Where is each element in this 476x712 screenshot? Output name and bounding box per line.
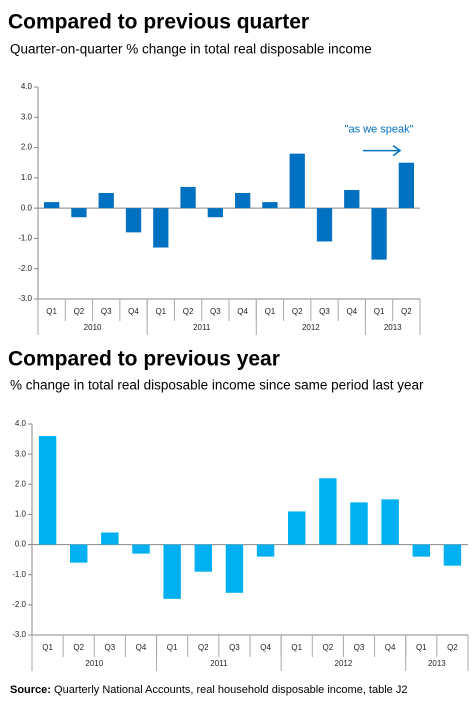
x-tick-label: Q4	[136, 643, 147, 652]
x-tick-label: Q4	[128, 307, 139, 316]
x-tick-label: Q3	[105, 643, 116, 652]
y-tick-label: -3.0	[18, 294, 32, 303]
bar	[69, 544, 88, 563]
bar	[319, 478, 337, 545]
bar	[153, 208, 169, 248]
annotation-arrowhead	[392, 144, 402, 157]
bar	[207, 208, 223, 218]
y-tick-label: 4.0	[21, 82, 33, 91]
bar	[344, 189, 360, 209]
y-tick-label: 0.0	[15, 540, 27, 549]
y-tick-label: 3.0	[15, 449, 27, 458]
x-tick-label: Q3	[101, 307, 112, 316]
bar	[163, 544, 181, 599]
x-tick-label: Q2	[73, 643, 84, 652]
group-label: 2010	[84, 323, 102, 332]
y-tick-label: -2.0	[12, 600, 26, 609]
bar	[71, 208, 87, 218]
bar	[316, 208, 333, 242]
y-tick-label: 2.0	[21, 143, 33, 152]
group-label: 2012	[302, 323, 320, 332]
annotation: "as we speak"	[345, 123, 414, 135]
bar	[180, 186, 196, 209]
x-tick-label: Q1	[265, 307, 276, 316]
group-label: 2011	[193, 323, 211, 332]
bar	[132, 544, 150, 554]
y-tick-label: 0.0	[21, 203, 33, 212]
bar	[125, 208, 142, 233]
bar	[235, 193, 251, 209]
x-tick-label: Q4	[237, 307, 248, 316]
bar	[443, 544, 462, 566]
bar	[38, 436, 57, 545]
chart-subtitle: % change in total real disposable income…	[10, 378, 424, 393]
x-tick-label: Q2	[401, 307, 412, 316]
bar	[262, 202, 278, 209]
x-tick-label: Q4	[260, 643, 271, 652]
chart-subtitle: Quarter-on-quarter % change in total rea…	[10, 42, 372, 57]
bar	[98, 193, 114, 209]
bar	[256, 544, 275, 557]
chart-title: Compared to previous quarter	[8, 11, 309, 34]
group-label: 2013	[384, 323, 402, 332]
x-tick-label: Q3	[229, 643, 240, 652]
y-tick-label: -1.0	[12, 570, 26, 579]
x-tick-label: Q4	[346, 307, 357, 316]
x-tick-label: Q1	[416, 643, 427, 652]
y-tick-label: 1.0	[21, 173, 33, 182]
bar	[371, 208, 387, 260]
source: Source: Quarterly National Accounts, rea…	[10, 684, 407, 696]
x-tick-label: Q2	[74, 307, 85, 316]
x-tick-label: Q2	[183, 307, 194, 316]
y-tick-label: -3.0	[12, 630, 26, 639]
x-tick-label: Q3	[210, 307, 221, 316]
group-label: 2011	[210, 659, 228, 668]
bar	[44, 202, 60, 209]
y-tick-label: 1.0	[15, 510, 27, 519]
x-tick-label: Q4	[385, 643, 396, 652]
bar	[412, 544, 431, 557]
x-tick-label: Q1	[167, 643, 178, 652]
bar	[194, 544, 213, 572]
x-tick-label: Q2	[292, 307, 303, 316]
y-tick-label: -1.0	[18, 234, 32, 243]
bar	[398, 162, 414, 209]
x-tick-label: Q1	[155, 307, 166, 316]
bar	[287, 511, 306, 545]
source-label: Source:	[10, 684, 51, 696]
y-tick-label: 2.0	[15, 479, 27, 488]
x-tick-label: Q2	[323, 643, 334, 652]
y-tick-label: 4.0	[15, 419, 27, 428]
x-tick-label: Q2	[198, 643, 209, 652]
bar	[289, 153, 305, 209]
bar	[350, 502, 368, 545]
group-label: 2010	[85, 659, 103, 668]
x-tick-label: Q1	[374, 307, 385, 316]
bar	[225, 544, 244, 593]
x-tick-label: Q1	[291, 643, 302, 652]
x-tick-label: Q1	[46, 307, 57, 316]
x-tick-label: Q3	[354, 643, 365, 652]
x-tick-label: Q1	[42, 643, 53, 652]
bar	[101, 532, 119, 545]
y-tick-label: 3.0	[21, 112, 33, 121]
chart-title: Compared to previous year	[8, 348, 280, 371]
x-tick-label: Q2	[447, 643, 458, 652]
source-text: Quarterly National Accounts, real househ…	[54, 684, 407, 696]
group-label: 2013	[428, 659, 446, 668]
bar	[381, 499, 399, 545]
group-label: 2012	[335, 659, 353, 668]
x-tick-label: Q3	[319, 307, 330, 316]
y-tick-label: -2.0	[18, 264, 32, 273]
